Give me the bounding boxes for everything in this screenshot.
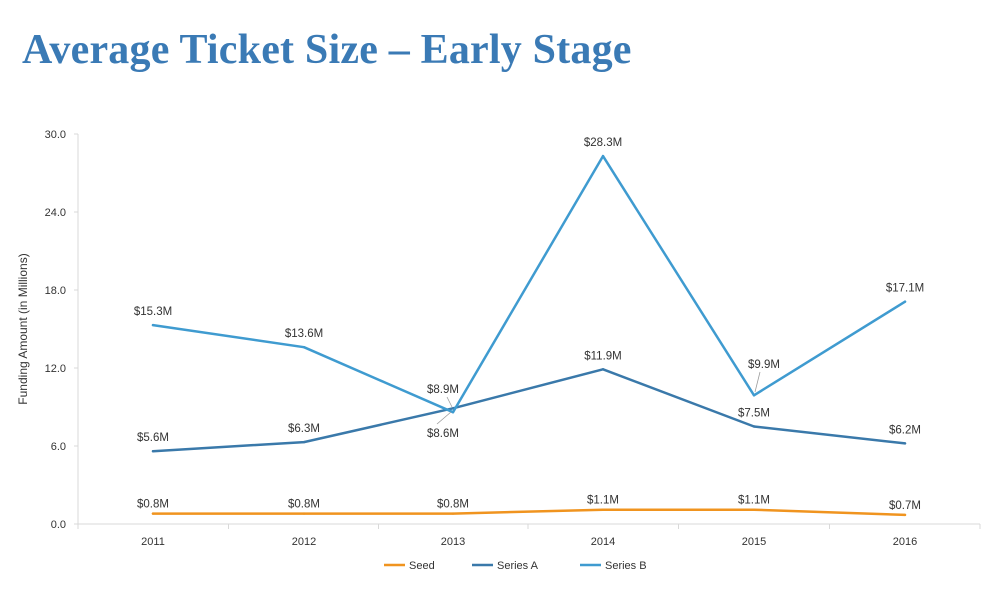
data-point-seed	[601, 508, 605, 511]
y-tick-label: 24.0	[45, 207, 66, 219]
data-label-seed: $1.1M	[738, 495, 770, 507]
y-tick-label: 12.0	[45, 363, 66, 375]
chart-axes: 0.0 6.0 12.0 18.0 24.0 30.0 2011 2012 2013 2014 20…	[45, 129, 981, 548]
data-label-series-b: $15.3M	[134, 306, 172, 318]
x-tick-label: 2013	[441, 536, 465, 548]
label-leader-line	[754, 371, 761, 393]
x-tick-label: 2016	[893, 536, 917, 548]
page-title: Average Ticket Size – Early Stage	[22, 27, 632, 73]
data-labels: $0.8M $0.8M $0.8M $1.1M $1.1M $0.7M $5.6M $6.3M…	[134, 137, 924, 512]
series-line-series-b	[151, 154, 907, 414]
y-tick-label: 18.0	[45, 285, 66, 297]
data-point-seed	[151, 512, 155, 515]
label-leader-lines	[436, 371, 761, 425]
y-tick-label: 6.0	[51, 441, 66, 453]
data-label-series-a: $6.2M	[889, 424, 921, 436]
data-label-series-a: $6.3M	[288, 423, 320, 435]
data-point-seed	[451, 512, 455, 515]
data-point-series-a	[601, 368, 605, 371]
legend-label-seed: Seed	[409, 560, 435, 572]
data-point-series-b	[451, 411, 455, 414]
data-label-series-b: $13.6M	[285, 328, 323, 340]
data-label-series-b: $9.9M	[748, 359, 780, 371]
data-label-series-b: $28.3M	[584, 137, 622, 149]
data-point-series-b	[302, 346, 306, 349]
data-label-series-a: $8.9M	[427, 384, 459, 396]
data-point-seed	[903, 513, 907, 517]
label-leader-line	[446, 396, 453, 408]
data-label-seed: $0.8M	[288, 499, 320, 511]
data-label-series-a: $7.5M	[738, 408, 770, 420]
data-point-series-b	[151, 323, 155, 327]
x-tick-label: 2011	[141, 536, 165, 548]
data-point-seed	[302, 512, 306, 515]
data-point-series-a	[302, 440, 306, 444]
data-label-seed: $0.8M	[437, 499, 469, 511]
series-lines	[151, 154, 907, 517]
data-label-seed: $0.7M	[889, 500, 921, 512]
chart-legend: Seed Series A Series B	[384, 560, 647, 572]
x-tick-label: 2015	[742, 536, 766, 548]
data-label-seed: $1.1M	[587, 495, 619, 507]
data-point-series-a	[903, 442, 907, 445]
data-point-series-b	[903, 300, 907, 303]
x-tick-label: 2014	[591, 536, 615, 548]
data-point-series-a	[752, 425, 756, 428]
data-label-series-b: $17.1M	[886, 283, 924, 295]
y-axis-title-group: Funding Amount (in Millions)	[16, 253, 30, 404]
data-point-series-a	[151, 450, 155, 453]
data-label-series-a: $11.9M	[584, 350, 622, 362]
label-leader-line	[436, 411, 452, 425]
x-tick-label: 2012	[292, 536, 316, 548]
series-line-seed	[151, 508, 907, 517]
y-axis-title: Funding Amount (in Millions)	[16, 253, 30, 404]
data-label-seed: $0.8M	[137, 499, 169, 511]
y-tick-label: 30.0	[45, 129, 66, 141]
data-point-series-b	[601, 154, 605, 158]
data-point-series-b	[752, 394, 756, 397]
data-point-seed	[752, 508, 756, 511]
data-label-series-a: $5.6M	[137, 432, 169, 444]
legend-label-series-b: Series B	[605, 560, 647, 572]
series-line-series-a	[151, 368, 907, 453]
y-tick-label: 0.0	[51, 519, 66, 531]
data-label-series-b: $8.6M	[427, 428, 459, 440]
legend-label-series-a: Series A	[497, 560, 539, 572]
